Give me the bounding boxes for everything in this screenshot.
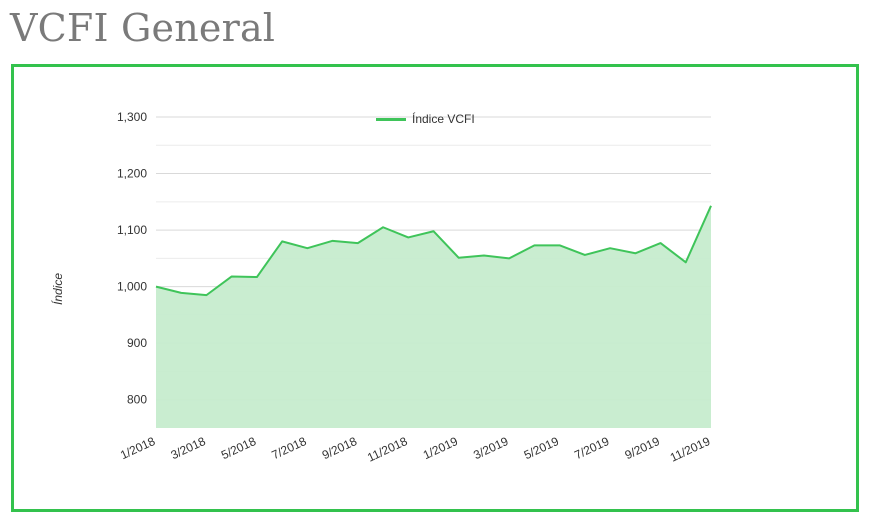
data-point xyxy=(684,260,688,264)
x-tick-label: 9/2019 xyxy=(623,434,662,462)
x-tick-label: 9/2018 xyxy=(320,434,359,462)
x-tick-label: 3/2018 xyxy=(169,434,208,462)
x-tick-label: 5/2019 xyxy=(522,434,561,462)
x-tick-label: 7/2018 xyxy=(269,434,308,462)
data-point xyxy=(432,229,436,233)
data-point xyxy=(583,253,587,257)
data-point xyxy=(406,235,410,239)
x-tick-label: 11/2019 xyxy=(668,434,713,465)
chart-frame: 800 900 1,000 1,100 1,200 1,300 1/2018 3/2018 5… xyxy=(11,64,859,512)
y-tick-label: 900 xyxy=(127,336,147,350)
data-point xyxy=(331,239,335,243)
y-axis-label: Índice xyxy=(50,273,65,305)
page-title: VCFI General xyxy=(10,6,276,50)
series-area xyxy=(156,205,711,428)
area-chart: 800 900 1,000 1,100 1,200 1,300 1/2018 3/2018 5… xyxy=(50,110,713,465)
data-point xyxy=(659,241,663,245)
data-point xyxy=(709,204,713,208)
data-point xyxy=(558,243,562,247)
x-axis-tick-labels: 1/2018 3/2018 5/2018 7/2018 9/2018 11/2018 1/2… xyxy=(118,434,712,465)
y-tick-label: 1,200 xyxy=(117,167,147,181)
data-point xyxy=(280,239,284,243)
data-point xyxy=(356,241,360,245)
legend: Índice VCFI xyxy=(376,111,475,126)
data-point xyxy=(507,256,511,260)
data-point xyxy=(608,246,612,250)
x-tick-label: 5/2018 xyxy=(219,434,258,462)
legend-swatch xyxy=(376,118,406,121)
data-point xyxy=(204,293,208,297)
x-tick-label: 1/2018 xyxy=(118,434,157,462)
data-point xyxy=(532,243,536,247)
x-tick-label: 3/2019 xyxy=(471,434,510,462)
legend-label: Índice VCFI xyxy=(412,111,475,126)
x-tick-label: 1/2019 xyxy=(421,434,460,462)
x-tick-label: 7/2019 xyxy=(572,434,611,462)
series-line-layer xyxy=(154,204,713,297)
y-tick-label: 800 xyxy=(127,393,147,407)
y-tick-label: 1,000 xyxy=(117,280,147,294)
y-tick-label: 1,300 xyxy=(117,110,147,124)
y-tick-label: 1,100 xyxy=(117,223,147,237)
data-point xyxy=(457,256,461,260)
data-point xyxy=(305,246,309,250)
y-axis-tick-labels: 800 900 1,000 1,100 1,200 1,300 xyxy=(117,110,147,407)
data-point xyxy=(633,251,637,255)
series-line xyxy=(155,205,712,297)
data-point xyxy=(482,254,486,258)
x-tick-label: 11/2018 xyxy=(365,434,410,465)
data-point xyxy=(179,291,183,295)
data-point xyxy=(381,225,385,229)
data-point xyxy=(154,285,158,289)
series-area-layer xyxy=(156,205,711,428)
data-point xyxy=(255,275,259,279)
data-point xyxy=(230,274,234,278)
